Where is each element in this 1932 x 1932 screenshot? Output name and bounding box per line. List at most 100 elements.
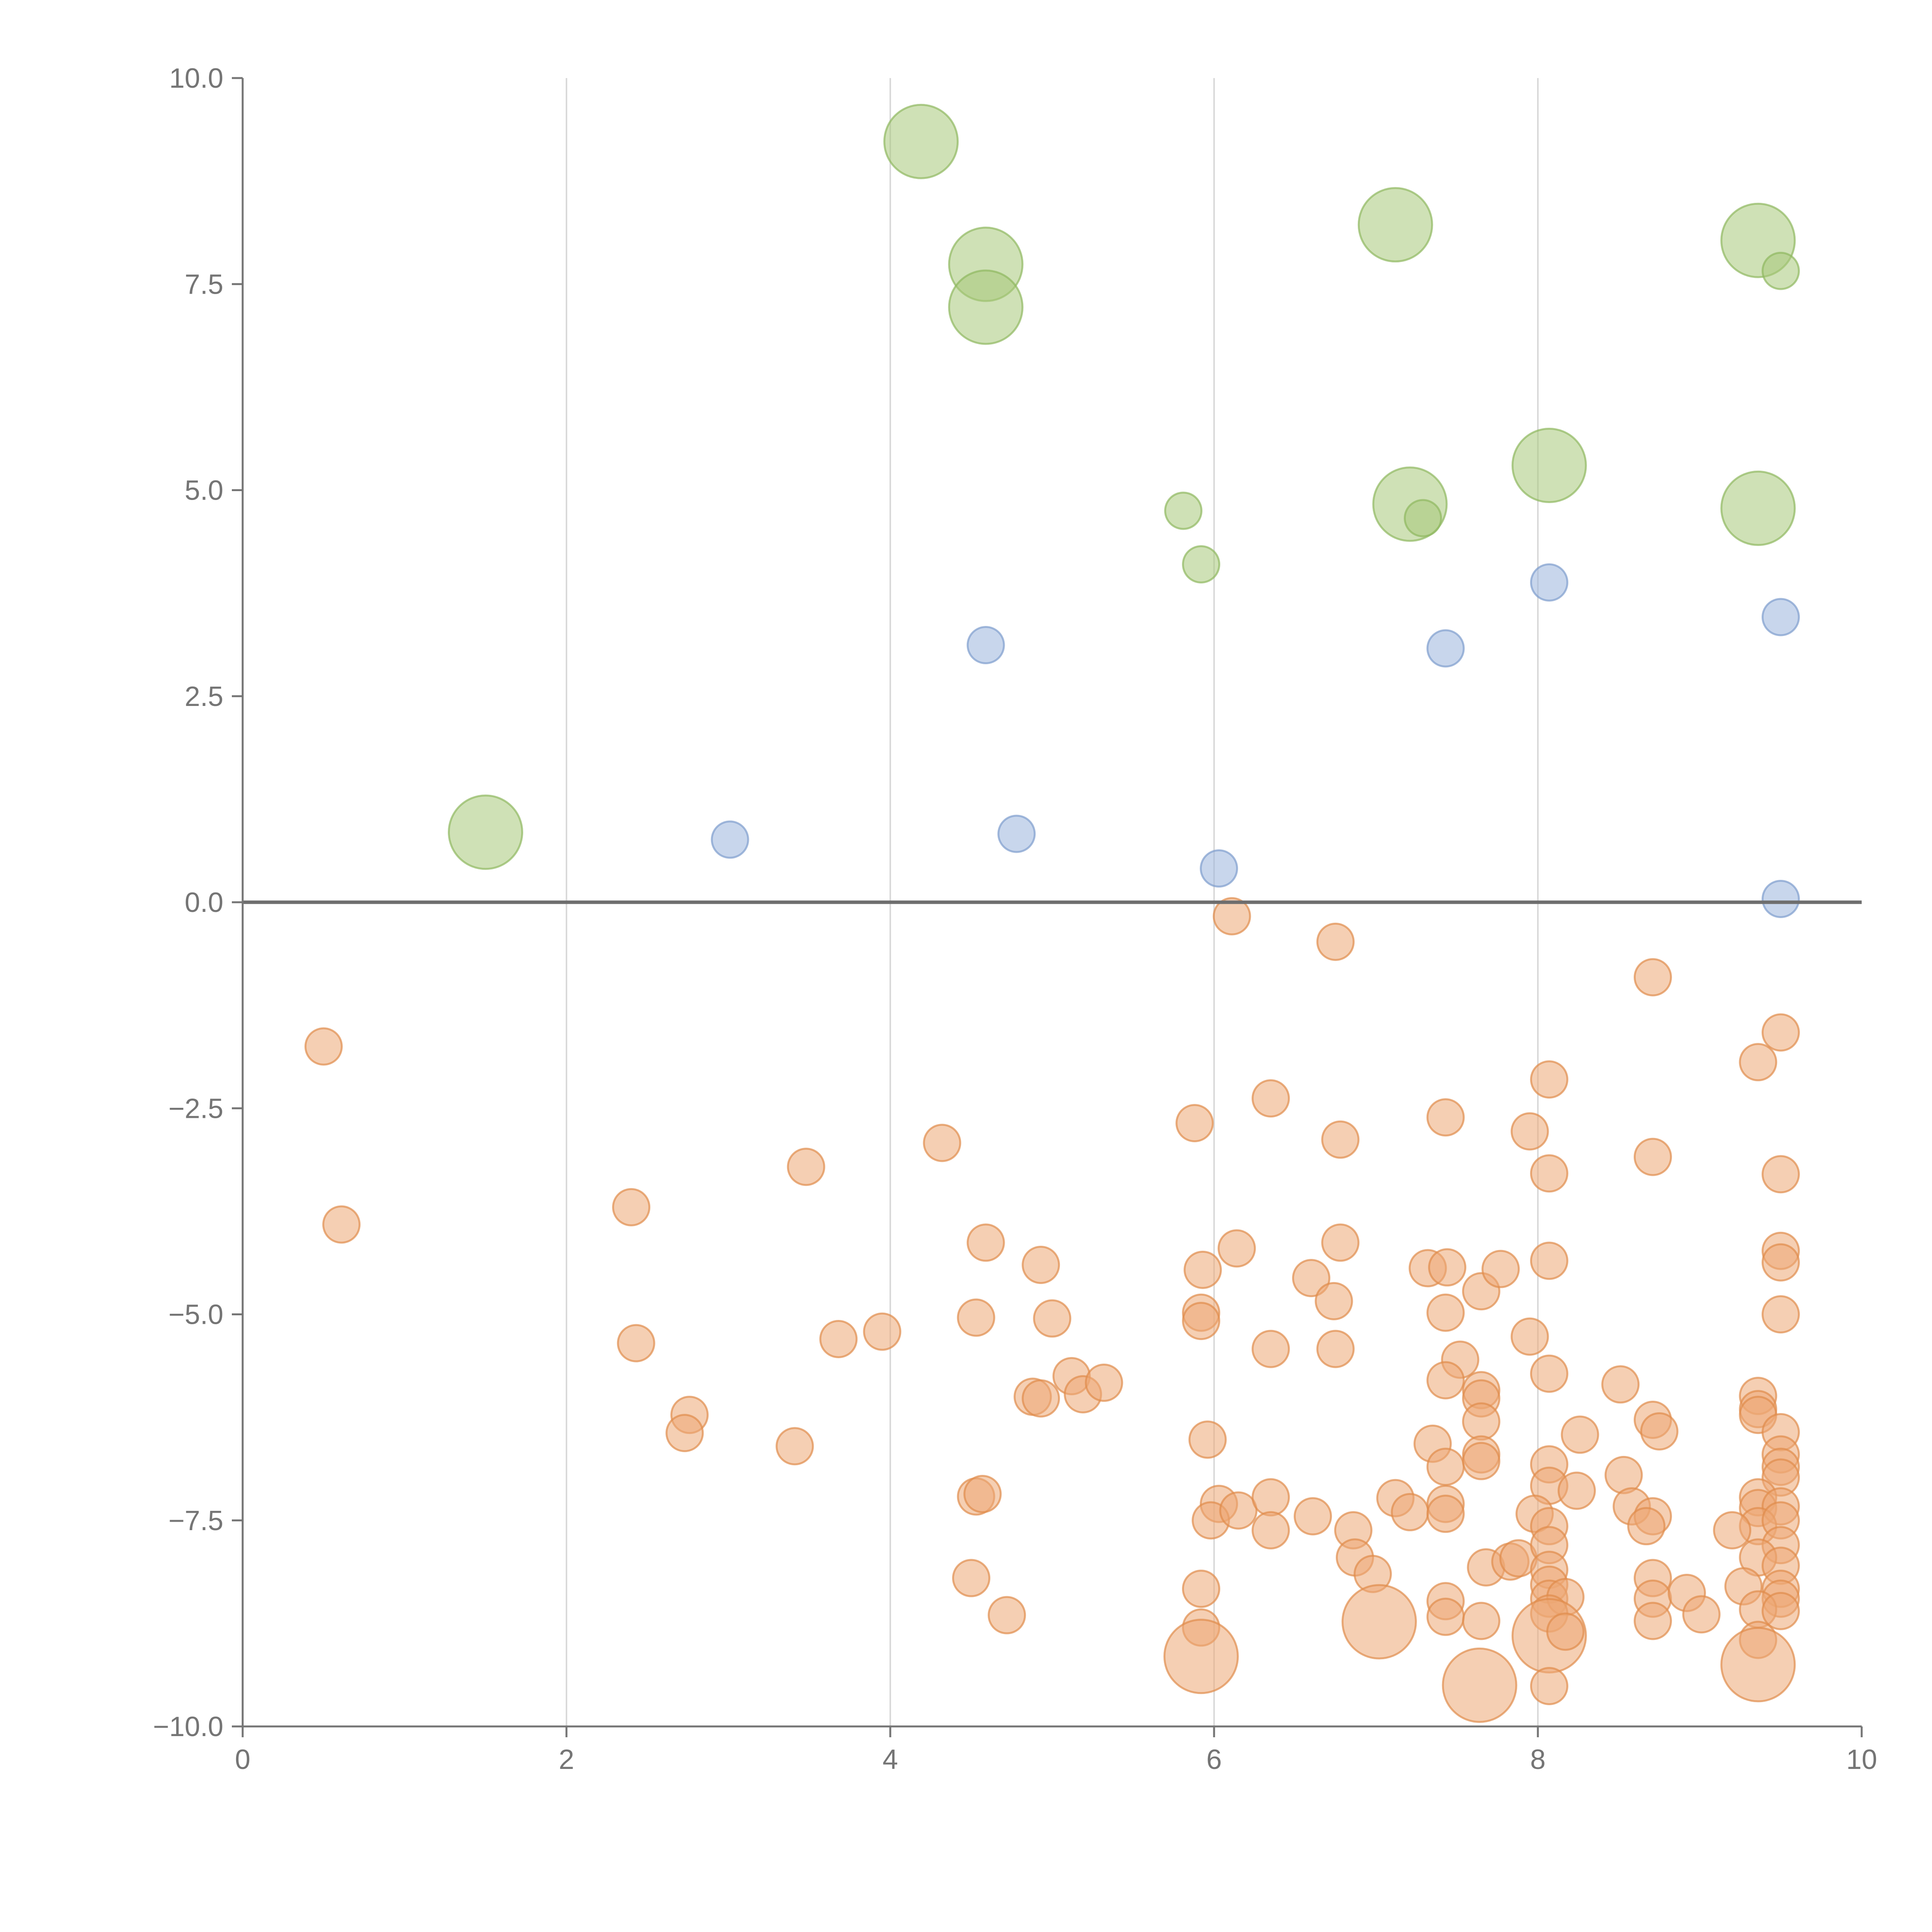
orange-bubble-87 [1558,1471,1596,1510]
orange-bubble-105 [1633,958,1672,997]
orange-bubble-115 [1762,1013,1800,1052]
y-tick-label: −7.5 [168,1505,223,1536]
orange-bubble-20 [1085,1364,1123,1402]
orange-bubble-116 [1762,1155,1800,1194]
green-bubble-10 [1720,470,1796,546]
orange-bubble-80 [1510,1112,1549,1151]
orange-bubble-41 [1213,897,1251,935]
green-bubble-12 [1182,545,1220,583]
orange-bubble-97 [1546,1612,1585,1651]
orange-bubble-25 [1175,1104,1214,1143]
orange-bubble-60 [1481,1250,1520,1288]
orange-bubble-40 [1163,1619,1239,1694]
green-bubble-13 [448,794,523,870]
orange-bubble-79 [1530,1060,1568,1099]
orange-bubble-15 [1033,1299,1071,1338]
orange-bubble-119 [1762,1295,1800,1333]
green-bubble-1 [883,104,959,179]
orange-bubble-44 [1321,1223,1360,1262]
orange-bubble-4 [787,1148,825,1186]
x-tick-label: 2 [559,1744,574,1775]
orange-bubble-132 [1713,1511,1752,1549]
blue-bubble-4 [1426,629,1465,668]
y-tick-label: −5.0 [168,1299,223,1330]
y-tick-label: 2.5 [185,681,223,712]
x-tick-label: 6 [1206,1744,1222,1775]
green-bubble-11 [1164,492,1202,530]
blue-bubble-7 [1200,849,1238,888]
orange-bubble-62 [1426,1361,1465,1400]
orange-bubble-22 [963,1475,1002,1513]
orange-bubble-140 [1762,1592,1800,1630]
orange-bubble-67 [1426,1447,1465,1486]
orange-bubble-113 [1682,1595,1721,1634]
orange-bubble-98 [1530,1667,1568,1705]
orange-bubble-73 [1426,1597,1465,1636]
orange-bubble-38 [1182,1570,1220,1608]
orange-bubble-36 [1252,1478,1290,1517]
orange-bubble-26 [1252,1079,1290,1118]
orange-bubble-74 [1462,1602,1500,1640]
orange-bubble-30 [1182,1302,1220,1340]
orange-bubble-118 [1762,1243,1800,1282]
orange-bubble-142 [1720,1627,1796,1702]
y-tick-label: −2.5 [168,1093,223,1124]
orange-bubble-14 [1022,1246,1060,1284]
axes: 10.0 7.5 5.0 2.5 0.0 −2.5 −5.0 −7.5 −10.0 0 2 4 6 8 10 [153,63,1877,1775]
orange-bubble-46 [1315,1282,1353,1320]
orange-bubble-6 [617,1324,655,1362]
orange-bubble-47 [1316,1330,1355,1368]
green-bubble-4 [1357,187,1433,263]
green-bubble-6 [1762,252,1800,290]
orange-bubble-114 [1739,1043,1777,1082]
blue-bubble-3 [966,626,1005,665]
orange-bubble-57 [1428,1248,1466,1287]
orange-bubble-27 [1184,1250,1222,1289]
y-tick-label: 10.0 [169,63,223,94]
orange-bubble-7 [819,1320,858,1358]
orange-bubble-28 [1218,1229,1256,1268]
orange-bubble-111 [1633,1602,1672,1640]
orange-bubble-8 [863,1312,901,1351]
x-tick-label: 0 [235,1744,250,1775]
y-tick-label: 5.0 [185,475,223,506]
x-tick-label: 10 [1846,1744,1877,1775]
x-tick-label: 8 [1530,1744,1546,1775]
orange-bubble-43 [1321,1120,1360,1159]
orange-bubble-13 [957,1298,995,1337]
green-bubble-3 [948,269,1024,345]
orange-bubble-81 [1530,1154,1568,1193]
blue-bubble-8 [1762,879,1800,918]
orange-bubble-37 [1252,1511,1290,1549]
orange-bubble-5 [923,1124,961,1162]
orange-bubble-31 [1252,1330,1290,1368]
orange-bubble-100 [1601,1365,1640,1404]
y-tick-label: 0.0 [185,887,223,918]
orange-bubble-1 [304,1027,343,1066]
orange-bubble-48 [1294,1497,1332,1536]
orange-bubble-104 [1627,1507,1666,1546]
orange-bubble-35 [1219,1491,1258,1530]
green-bubble-9 [1404,499,1442,537]
blue-bubble-2 [1762,598,1800,636]
green-bubble-7 [1511,428,1587,503]
orange-bubble-3 [612,1188,651,1226]
orange-bubble-52 [1341,1584,1417,1660]
orange-bubble-106 [1633,1138,1672,1176]
blue-bubble-1 [1530,563,1568,602]
blue-bubble-5 [711,820,749,859]
orange-bubble-82 [1530,1242,1568,1280]
orange-bubble-101 [1604,1456,1643,1494]
orange-bubble-58 [1426,1293,1465,1332]
orange-bubble-65 [1462,1402,1500,1441]
orange-bubble-108 [1640,1412,1679,1451]
orange-bubble-2 [322,1205,361,1244]
blue-bubble-6 [997,815,1036,853]
orange-bubble-55 [1426,1098,1465,1137]
orange-bubble-10 [665,1414,704,1452]
orange-bubble-32 [1188,1420,1227,1459]
orange-bubble-12 [966,1223,1005,1262]
y-tick-label: −10.0 [153,1711,223,1742]
orange-bubble-23 [952,1559,990,1597]
